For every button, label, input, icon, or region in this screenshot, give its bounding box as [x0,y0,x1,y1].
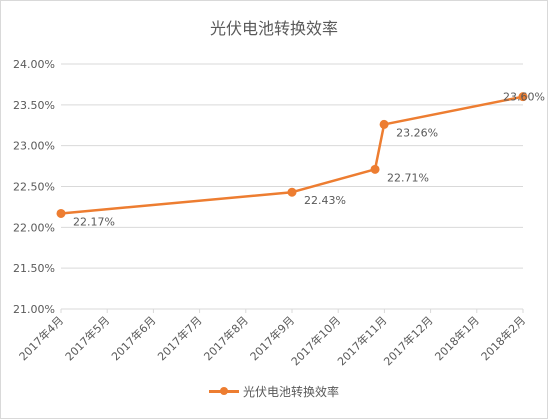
data-label: 22.17% [73,215,115,228]
y-tick-label: 21.00% [13,303,55,316]
legend-line-marker-icon [208,387,239,395]
data-label: 23.60% [503,91,545,104]
data-label: 22.71% [387,171,429,184]
x-tick-label: 2017年7月 [155,313,205,363]
data-point [56,208,66,218]
legend-label: 光伏电池转换效率 [242,385,339,399]
data-label: 22.43% [304,194,346,207]
x-tick-label: 2017年12月 [381,313,436,368]
y-tick-label: 23.00% [13,140,55,153]
y-tick-label: 21.50% [13,262,55,275]
data-point [287,187,297,197]
x-tick-label: 2018年2月 [478,313,528,363]
data-point [379,119,389,129]
chart-title: 光伏电池转换效率 [209,19,338,38]
data-label: 23.26% [396,126,438,139]
x-tick-label: 2017年5月 [62,313,112,363]
data-point [518,92,528,102]
x-tick-label: 2018年1月 [432,313,482,363]
x-tick-label: 2017年6月 [108,313,158,363]
legend: 光伏电池转换效率 [1,383,547,400]
y-tick-label: 23.50% [13,99,55,112]
y-tick-label: 22.50% [13,181,55,194]
x-tick-label: 2017年8月 [201,313,251,363]
y-tick-label: 22.00% [13,221,55,234]
y-tick-label: 24.00% [13,58,55,71]
x-tick-label: 2017年4月 [16,313,66,363]
data-point [370,164,380,174]
x-tick-label: 2017年9月 [247,313,297,363]
